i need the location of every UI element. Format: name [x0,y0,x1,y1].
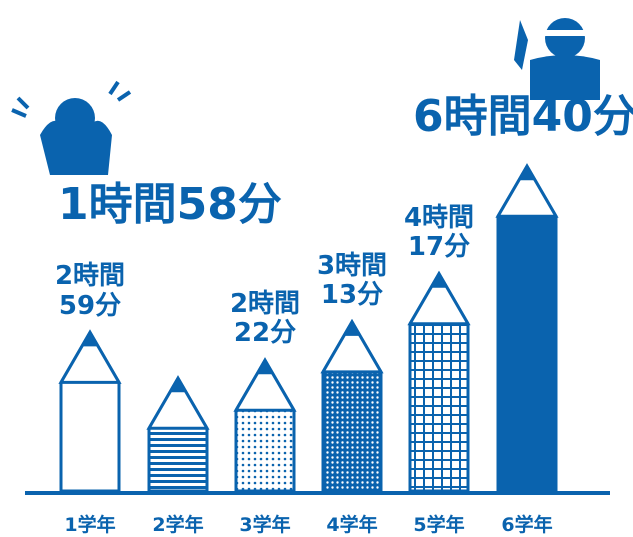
value-label: 4時間17分 [403,202,475,262]
x-tick-label: 3学年 [239,514,291,536]
pencil-tip [431,273,447,288]
pencil-tip [82,332,98,347]
value-label: 2時間22分 [229,289,301,349]
value-label: 1時間58分 [58,179,282,230]
x-tick-label: 1学年 [64,514,116,536]
value-label: 3時間13分 [316,250,388,310]
x-tick-label: 5学年 [413,514,465,536]
pencil-cone [320,318,384,374]
x-tick-label: 4学年 [326,514,378,536]
worried-icon [11,80,132,175]
pencil-cone [233,357,297,412]
value-label: 6時間40分 [413,91,633,142]
pencil-tip [344,321,360,336]
value-label: 2時間59分 [54,261,126,321]
pencil-cone [146,375,210,430]
pencil-cone [407,270,471,326]
x-tick-label: 2学年 [152,514,204,536]
x-tick-label: 6学年 [501,514,553,536]
pencil-tip [519,166,535,181]
pencil-tip [257,360,273,375]
pencil-cone [58,329,122,384]
pencil-tip [170,378,186,393]
pencil-cone [495,163,559,218]
determined-icon [514,18,600,100]
